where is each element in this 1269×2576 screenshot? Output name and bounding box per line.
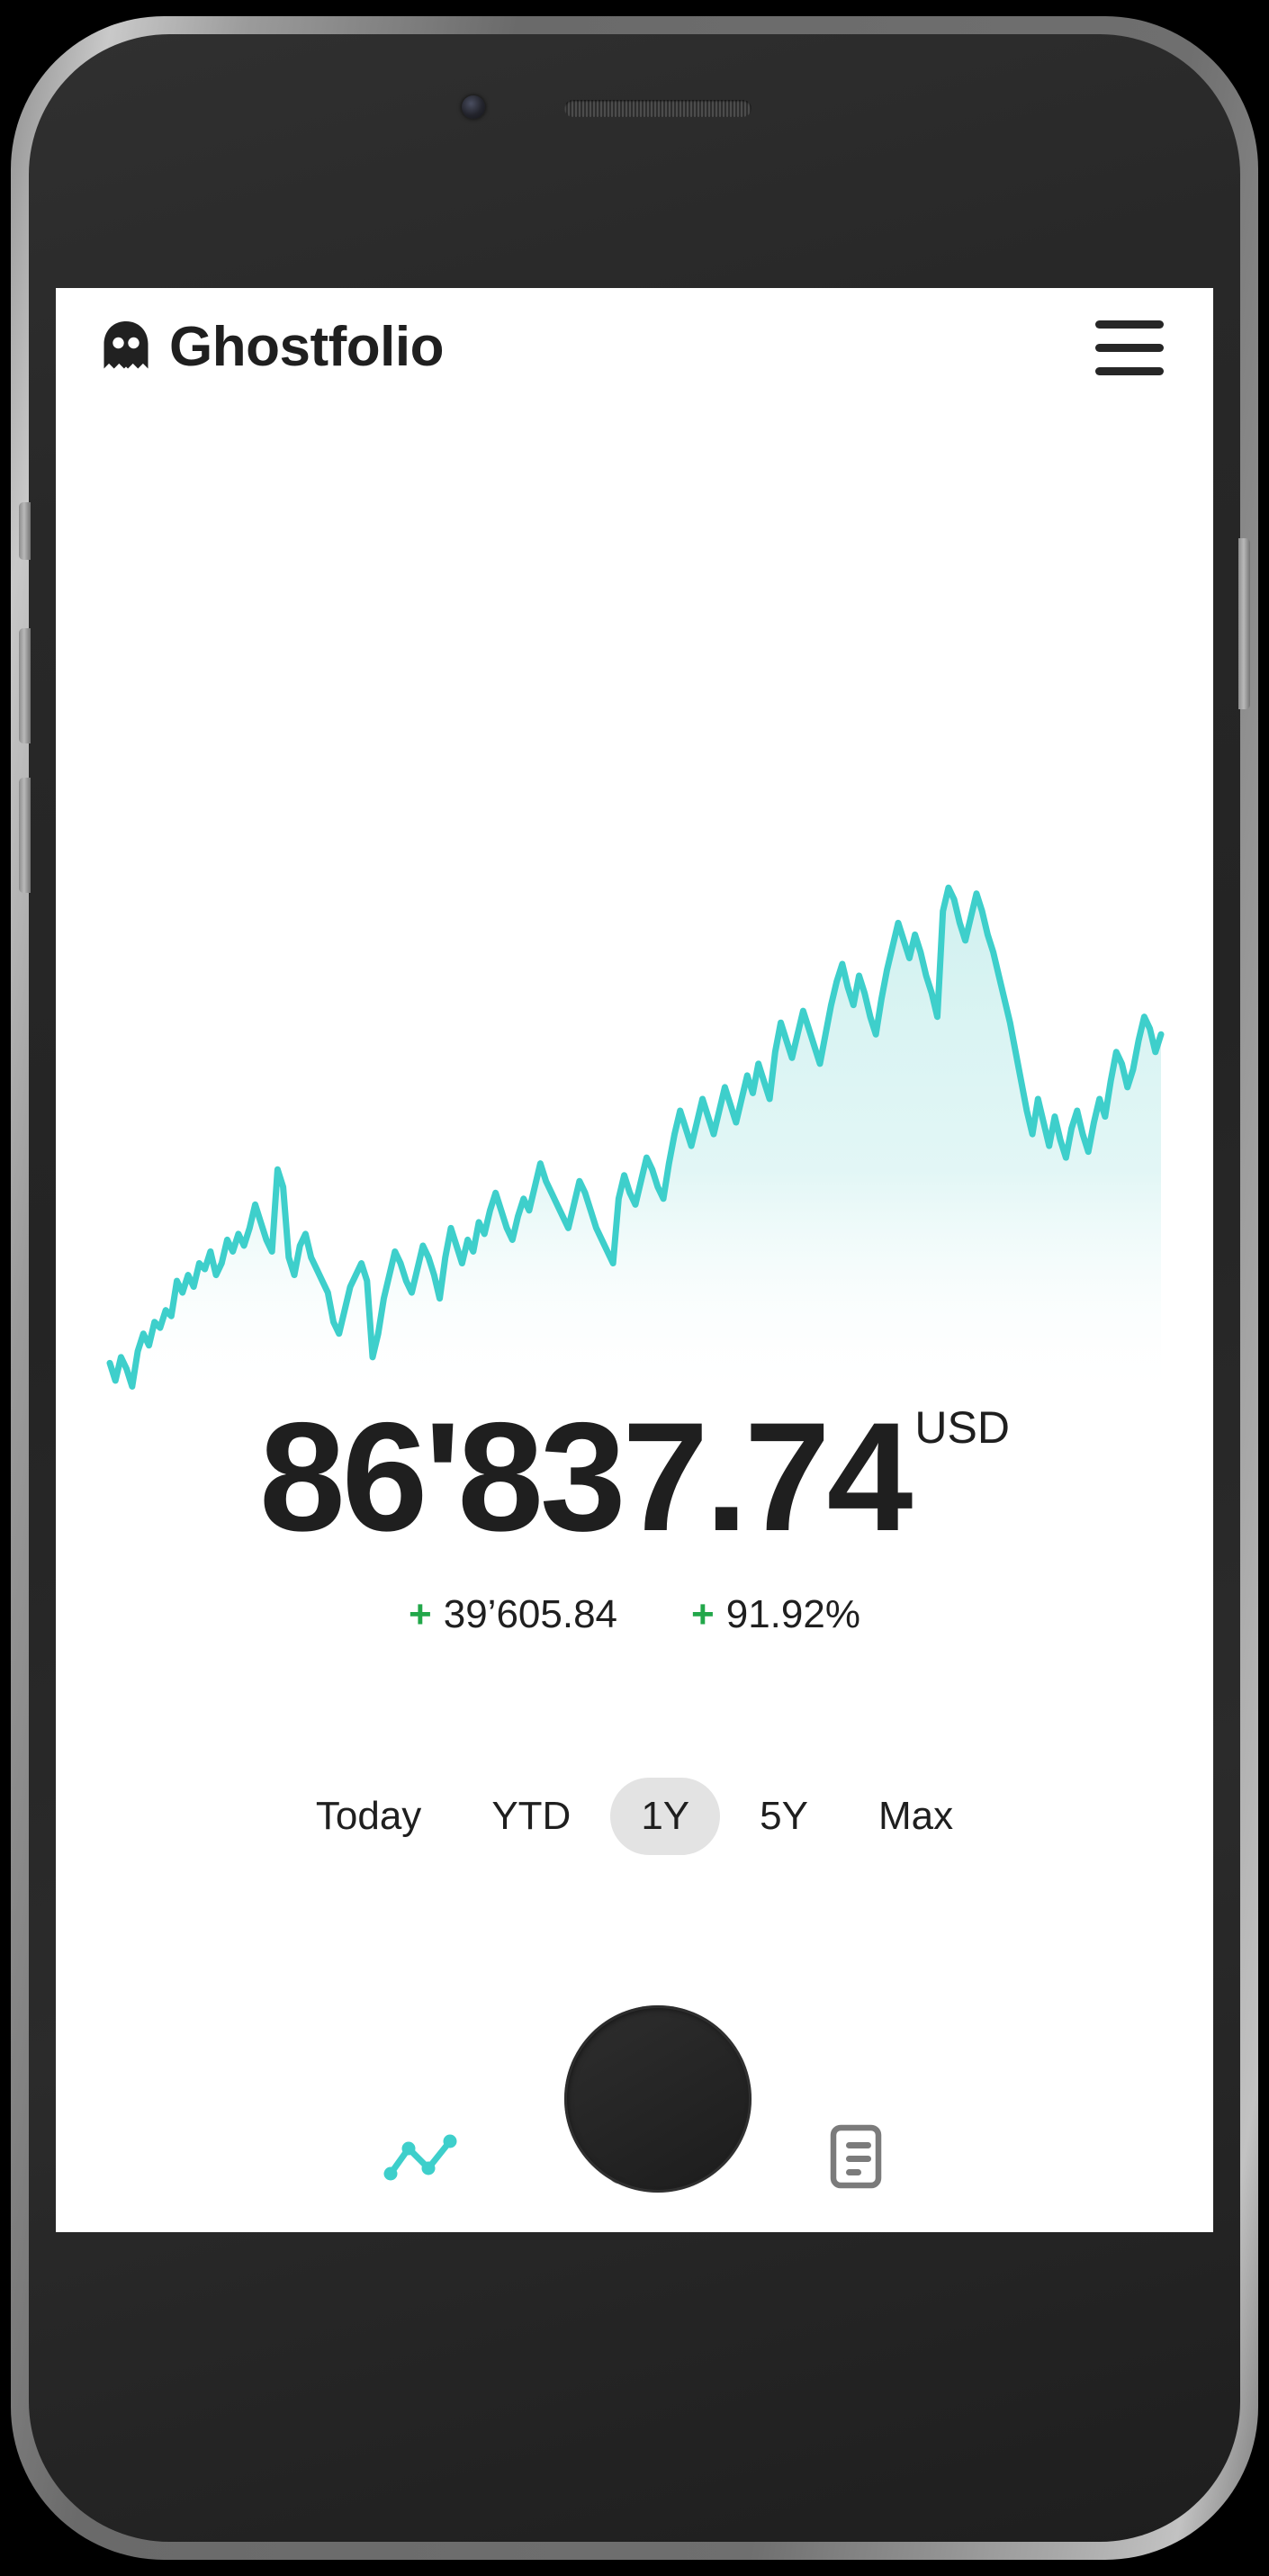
nav-item-overview[interactable]	[382, 2129, 459, 2184]
range-tab-1y[interactable]: 1Y	[610, 1778, 721, 1855]
range-tab-today[interactable]: Today	[315, 1794, 422, 1838]
range-tab-5y[interactable]: 5Y	[760, 1794, 808, 1838]
phone-frame: Ghostfolio	[11, 16, 1258, 2560]
chart-svg	[106, 884, 1165, 1404]
portfolio-value-row: 86'837.74 USD	[56, 1400, 1213, 1554]
absolute-change-sign: +	[409, 1592, 432, 1636]
percent-change: + 91.92%	[691, 1592, 860, 1637]
range-tab-max[interactable]: Max	[878, 1794, 954, 1838]
portfolio-change-row: + 39’605.84 + 91.92%	[56, 1592, 1213, 1637]
chart-area-fill	[110, 887, 1161, 1404]
chart-line	[106, 884, 1165, 1390]
ghost-icon	[104, 321, 148, 369]
silent-switch[interactable]	[19, 502, 31, 560]
earpiece-speaker	[564, 100, 752, 117]
volume-up-button[interactable]	[19, 628, 31, 743]
home-button[interactable]	[564, 2005, 752, 2193]
percent-change-value: 91.92%	[725, 1592, 860, 1636]
portfolio-summary: 86'837.74 USD + 39’605.84 + 91.92%	[56, 1400, 1213, 1637]
app-header: Ghostfolio	[56, 288, 1213, 407]
menu-bar-middle	[1095, 343, 1164, 352]
absolute-change: + 39’605.84	[409, 1592, 617, 1637]
date-range-tabs: Today YTD 1Y 5Y Max	[56, 1778, 1213, 1855]
menu-bar-top	[1095, 320, 1164, 329]
brand-logo[interactable]: Ghostfolio	[103, 320, 444, 375]
phone-screen: Ghostfolio	[56, 288, 1213, 2232]
volume-down-button[interactable]	[19, 778, 31, 893]
document-icon	[830, 2124, 882, 2189]
range-tab-ytd[interactable]: YTD	[491, 1794, 572, 1838]
power-button[interactable]	[1238, 538, 1250, 709]
phone-body: Ghostfolio	[19, 34, 1250, 2542]
line-chart-icon	[383, 2134, 457, 2181]
brand-name: Ghostfolio	[169, 316, 444, 378]
portfolio-value: 86'837.74	[259, 1391, 913, 1563]
hamburger-menu-icon[interactable]	[1081, 312, 1164, 383]
absolute-change-value: 39’605.84	[443, 1592, 618, 1636]
portfolio-performance-chart[interactable]	[56, 792, 1213, 1404]
front-camera-icon	[462, 95, 485, 119]
menu-bar-bottom	[1095, 366, 1164, 375]
nav-item-transactions[interactable]	[824, 2122, 887, 2191]
percent-change-sign: +	[691, 1592, 715, 1636]
currency-code: USD	[914, 1402, 1010, 1453]
